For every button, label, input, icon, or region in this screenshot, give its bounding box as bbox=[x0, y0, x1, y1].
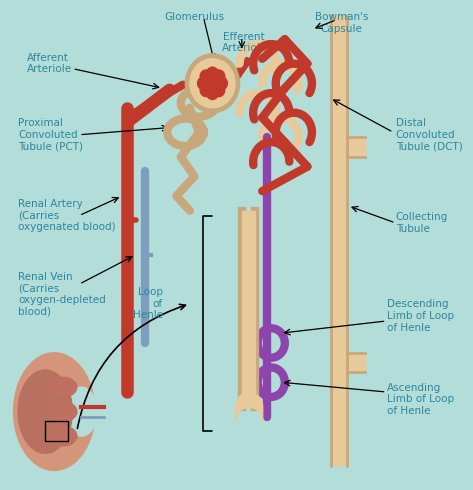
Circle shape bbox=[207, 67, 219, 80]
Ellipse shape bbox=[50, 402, 77, 421]
Bar bbox=[45, 421, 68, 441]
Circle shape bbox=[200, 84, 212, 97]
Circle shape bbox=[216, 77, 228, 90]
Text: Distal
Convoluted
Tubule (DCT): Distal Convoluted Tubule (DCT) bbox=[395, 118, 462, 151]
Text: Descending
Limb of Loop
of Henle: Descending Limb of Loop of Henle bbox=[386, 299, 454, 333]
Circle shape bbox=[200, 70, 212, 83]
Circle shape bbox=[204, 74, 220, 92]
Ellipse shape bbox=[50, 377, 77, 397]
Circle shape bbox=[207, 87, 219, 99]
Text: Renal Artery
(Carries
oxygenated blood): Renal Artery (Carries oxygenated blood) bbox=[18, 199, 116, 232]
Ellipse shape bbox=[66, 387, 97, 436]
Circle shape bbox=[198, 77, 210, 90]
Circle shape bbox=[213, 70, 225, 83]
Circle shape bbox=[185, 54, 240, 113]
Text: Afferent
Arteriole: Afferent Arteriole bbox=[27, 53, 72, 74]
Ellipse shape bbox=[14, 353, 95, 470]
Text: Loop
of
Henle: Loop of Henle bbox=[132, 287, 163, 320]
Text: Renal Vein
(Carries
oxygen-depleted
blood): Renal Vein (Carries oxygen-depleted bloo… bbox=[18, 271, 106, 317]
Text: Efferent
Arteriole: Efferent Arteriole bbox=[221, 32, 267, 53]
Text: Bowman's
Capsule: Bowman's Capsule bbox=[315, 12, 368, 34]
Text: Proximal
Convoluted
Tubule (PCT): Proximal Convoluted Tubule (PCT) bbox=[18, 118, 83, 151]
Text: Glomerulus: Glomerulus bbox=[164, 12, 225, 22]
Circle shape bbox=[213, 84, 225, 97]
Ellipse shape bbox=[50, 426, 77, 446]
Ellipse shape bbox=[18, 370, 72, 453]
Text: Ascending
Limb of Loop
of Henle: Ascending Limb of Loop of Henle bbox=[386, 383, 454, 416]
Text: Collecting
Tubule: Collecting Tubule bbox=[395, 212, 448, 234]
Circle shape bbox=[190, 59, 235, 108]
